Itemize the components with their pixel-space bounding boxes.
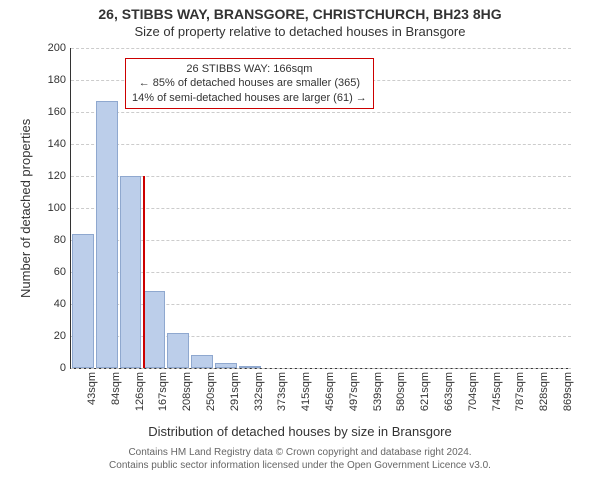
- footer-line1: Contains HM Land Registry data © Crown c…: [0, 446, 600, 459]
- x-tick-label: 580sqm: [395, 372, 407, 411]
- y-tick-label: 140: [48, 138, 66, 150]
- footer-text: Contains HM Land Registry data © Crown c…: [0, 446, 600, 472]
- x-tick-label: 745sqm: [491, 372, 503, 411]
- bar: [96, 101, 118, 368]
- bar: [167, 333, 189, 368]
- bar: [72, 234, 94, 368]
- x-tick-label: 539sqm: [372, 372, 384, 411]
- callout-line3: 14% of semi-detached houses are larger (…: [132, 91, 367, 105]
- x-tick-label: 869sqm: [562, 372, 574, 411]
- x-tick-label: 291sqm: [229, 372, 241, 411]
- grid-line: [71, 240, 571, 241]
- callout-line1: 26 STIBBS WAY: 166sqm: [132, 62, 367, 76]
- grid-line: [71, 368, 571, 369]
- marker-callout: 26 STIBBS WAY: 166sqm ← 85% of detached …: [125, 58, 374, 109]
- x-tick-label: 704sqm: [467, 372, 479, 411]
- x-tick-label: 497sqm: [348, 372, 360, 411]
- y-ticks: 020406080100120140160180200: [0, 48, 70, 368]
- y-tick-label: 180: [48, 74, 66, 86]
- grid-line: [71, 208, 571, 209]
- bar: [143, 291, 165, 368]
- y-tick-label: 160: [48, 106, 66, 118]
- y-tick-label: 80: [54, 234, 66, 246]
- x-tick-label: 84sqm: [110, 372, 122, 405]
- grid-line: [71, 272, 571, 273]
- x-tick-label: 415sqm: [300, 372, 312, 411]
- marker-line: [143, 176, 145, 368]
- x-tick-label: 126sqm: [134, 372, 146, 411]
- bar: [191, 355, 213, 368]
- x-tick-label: 373sqm: [276, 372, 288, 411]
- x-tick-label: 456sqm: [324, 372, 336, 411]
- grid-line: [71, 48, 571, 49]
- bar: [120, 176, 142, 368]
- x-tick-label: 332sqm: [253, 372, 265, 411]
- bar: [239, 366, 261, 368]
- grid-line: [71, 176, 571, 177]
- x-tick-label: 167sqm: [157, 372, 169, 411]
- y-tick-label: 100: [48, 202, 66, 214]
- grid-line: [71, 144, 571, 145]
- bar: [215, 363, 237, 368]
- y-tick-label: 0: [60, 362, 66, 374]
- x-ticks: 43sqm 84sqm 126sqm 167sqm 208sqm 250sqm 291sqm…: [70, 372, 570, 432]
- chart-title-main: 26, STIBBS WAY, BRANSGORE, CHRISTCHURCH,…: [0, 0, 600, 22]
- y-tick-label: 40: [54, 298, 66, 310]
- y-tick-label: 120: [48, 170, 66, 182]
- callout-line2: ← 85% of detached houses are smaller (36…: [132, 76, 367, 90]
- x-tick-label: 621sqm: [419, 372, 431, 411]
- x-axis-label: Distribution of detached houses by size …: [0, 424, 600, 439]
- x-tick-label: 208sqm: [181, 372, 193, 411]
- y-tick-label: 20: [54, 330, 66, 342]
- chart-title-sub: Size of property relative to detached ho…: [0, 22, 600, 39]
- x-tick-label: 828sqm: [538, 372, 550, 411]
- x-tick-label: 663sqm: [443, 372, 455, 411]
- x-tick-label: 787sqm: [514, 372, 526, 411]
- x-tick-label: 250sqm: [205, 372, 217, 411]
- y-tick-label: 200: [48, 42, 66, 54]
- x-tick-label: 43sqm: [86, 372, 98, 405]
- footer-line2: Contains public sector information licen…: [0, 459, 600, 472]
- grid-line: [71, 112, 571, 113]
- y-tick-label: 60: [54, 266, 66, 278]
